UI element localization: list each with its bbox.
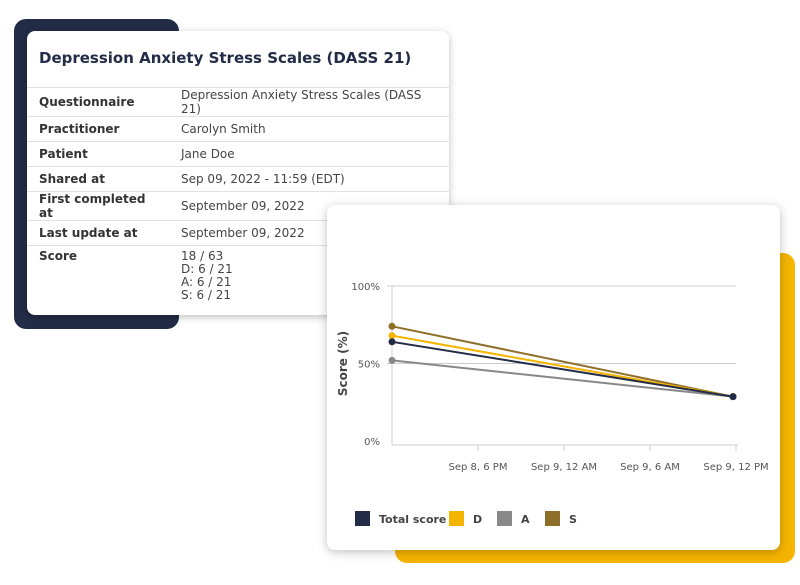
card-title: Depression Anxiety Stress Scales (DASS 2…	[39, 49, 412, 67]
row-value: Jane Doe	[169, 141, 449, 167]
legend-label[interactable]: D	[473, 513, 482, 526]
questionnaire-info-card: Depression Anxiety Stress Scales (DASS 2…	[27, 31, 449, 315]
legend-swatch[interactable]	[355, 511, 370, 526]
row-label: Shared at	[27, 166, 169, 192]
data-point[interactable]	[388, 332, 396, 340]
score-line: A: 6 / 21	[181, 275, 232, 289]
data-point[interactable]	[388, 356, 396, 364]
legend-swatch[interactable]	[497, 511, 512, 526]
x-tick-label: Sep 9, 12 AM	[531, 462, 597, 473]
row-label: Score	[27, 245, 169, 302]
row-label: Questionnaire	[27, 87, 169, 117]
score-chart: 0% 50% 100% Sep 8, 6 PM Sep 9, 12 AM Sep 9, 6…	[336, 282, 769, 526]
series-line-a	[391, 359, 734, 398]
data-point[interactable]	[388, 322, 396, 330]
y-axis-label: Score (%)	[336, 331, 350, 396]
score-line: D: 6 / 21	[181, 262, 233, 276]
data-point[interactable]	[729, 393, 737, 401]
series-line-d	[391, 334, 734, 398]
score-line: 18 / 63	[181, 249, 224, 263]
y-tick-label: 100%	[351, 282, 380, 293]
legend-swatch[interactable]	[545, 511, 560, 526]
legend-label[interactable]: Total score	[379, 513, 446, 526]
data-point[interactable]	[388, 338, 396, 346]
row-label: Patient	[27, 141, 169, 167]
score-line: S: 6 / 21	[181, 288, 232, 302]
row-value: Carolyn Smith	[169, 116, 449, 142]
series-line-s	[391, 325, 734, 398]
row-value: Sep 09, 2022 - 11:59 (EDT)	[169, 166, 449, 192]
row-label: Practitioner	[27, 116, 169, 142]
legend-label[interactable]: A	[521, 513, 530, 526]
y-tick-label: 50%	[358, 360, 380, 371]
row-label: First completed at	[27, 191, 169, 221]
info-row: Practitioner Carolyn Smith	[27, 116, 449, 142]
x-tick-label: Sep 9, 12 PM	[703, 462, 768, 473]
info-row: Shared at Sep 09, 2022 - 11:59 (EDT)	[27, 166, 449, 192]
legend-label[interactable]: S	[569, 513, 577, 526]
x-tick-label: Sep 9, 6 AM	[620, 462, 680, 473]
info-row: Patient Jane Doe	[27, 141, 449, 167]
info-table: Questionnaire Depression Anxiety Stress S…	[27, 87, 449, 302]
series-line-total-score	[391, 340, 734, 398]
info-row: Questionnaire Depression Anxiety Stress S…	[27, 87, 449, 117]
x-tick-label: Sep 8, 6 PM	[449, 462, 508, 473]
row-label: Last update at	[27, 220, 169, 246]
y-tick-label: 0%	[364, 437, 380, 448]
row-value: Depression Anxiety Stress Scales (DASS 2…	[169, 87, 449, 117]
legend-swatch[interactable]	[449, 511, 464, 526]
score-chart-card: 0% 50% 100% Sep 8, 6 PM Sep 9, 12 AM Sep 9, 6…	[327, 205, 780, 550]
